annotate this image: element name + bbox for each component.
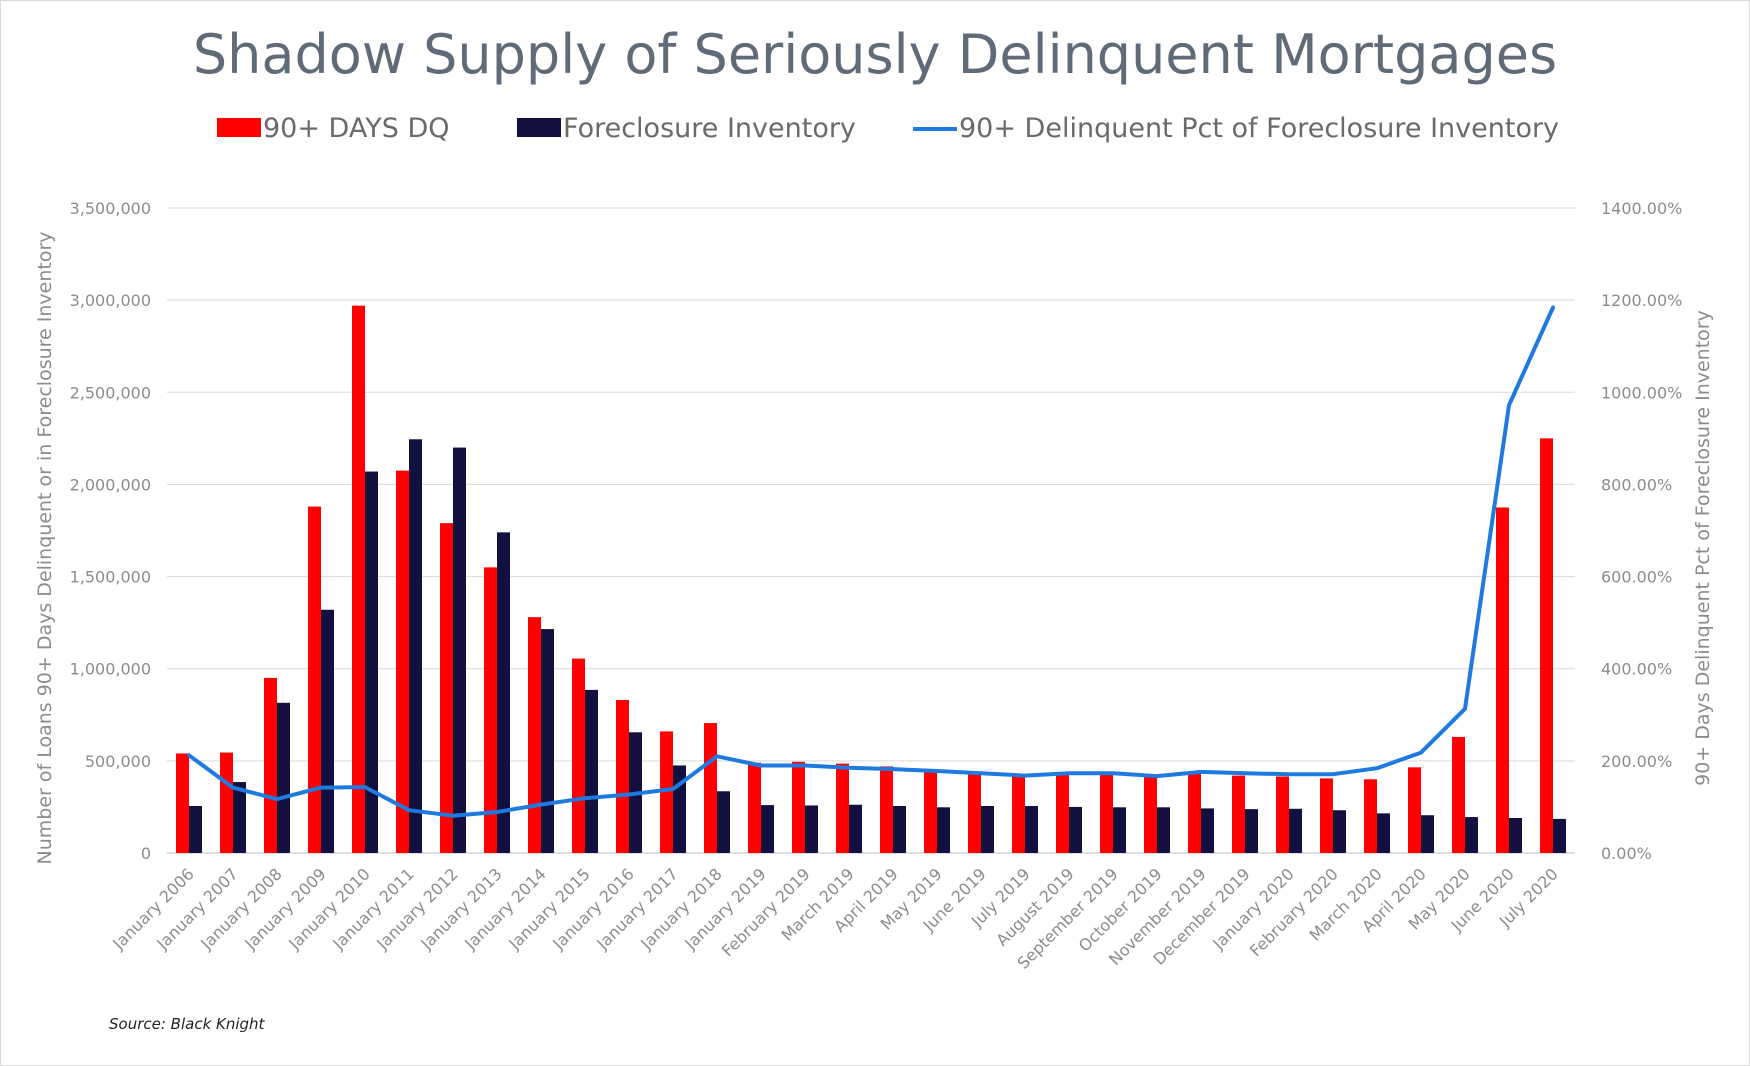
y-axis-right: 0.00% 200.00% 400.00% 600.00% 800.00% 1000.00…	[1601, 199, 1682, 863]
bar-foreclosure	[1025, 806, 1038, 853]
bar-foreclosure	[1157, 807, 1170, 853]
bar-foreclosure	[805, 805, 818, 853]
bar-foreclosure	[1113, 807, 1126, 853]
bar-foreclosure	[981, 806, 994, 853]
bar-dq	[880, 766, 893, 853]
bar-dq	[616, 700, 629, 853]
legend: 90+ DAYS DQ Foreclosure Inventory 90+ De…	[217, 113, 1559, 144]
y2-tick-label: 800.00%	[1601, 475, 1672, 494]
y2-tick-label: 1200.00%	[1601, 291, 1682, 310]
y-axis-left-label: Number of Loans 90+ Days Delinquent or i…	[34, 231, 56, 864]
bar-foreclosure	[761, 805, 774, 853]
bar-dq	[1452, 736, 1465, 853]
bar-foreclosure	[717, 791, 730, 853]
y-tick-label: 3,000,000	[70, 291, 151, 310]
y2-tick-label: 600.00%	[1601, 568, 1672, 587]
bar-foreclosure	[585, 689, 598, 853]
y2-tick-label: 200.00%	[1601, 752, 1672, 771]
bar-dq	[924, 770, 937, 853]
bar-foreclosure	[1289, 808, 1302, 853]
bar-foreclosure	[453, 447, 466, 853]
bar-foreclosure	[409, 439, 422, 853]
y-tick-label: 2,000,000	[70, 475, 151, 494]
bar-foreclosure	[277, 702, 290, 853]
bar-dq	[836, 763, 849, 853]
bar-dq	[660, 731, 673, 853]
bar-dq	[484, 567, 497, 853]
y-tick-label: 500,000	[85, 752, 151, 771]
bar-dq	[264, 677, 277, 853]
bar-dq	[396, 470, 409, 853]
bar-foreclosure	[233, 782, 246, 853]
bar-dq	[1012, 774, 1025, 853]
bar-foreclosure	[365, 471, 378, 853]
y2-tick-label: 1400.00%	[1601, 199, 1682, 218]
bar-dq	[1276, 776, 1289, 853]
bar-dq	[1540, 438, 1553, 853]
y2-tick-label: 400.00%	[1601, 660, 1672, 679]
bar-dq	[308, 506, 321, 853]
legend-label-pct: 90+ Delinquent Pct of Foreclosure Invent…	[959, 113, 1559, 144]
bar-dq	[704, 723, 717, 853]
legend-label-foreclosure: Foreclosure Inventory	[563, 113, 856, 144]
chart-title: Shadow Supply of Seriously Delinquent Mo…	[193, 23, 1557, 86]
y-axis-right-label: 90+ Days Delinquent Pct of Foreclosure I…	[1692, 310, 1714, 786]
bar-foreclosure	[1553, 818, 1566, 853]
bar-foreclosure	[1509, 817, 1522, 853]
y-tick-label: 2,500,000	[70, 383, 151, 402]
bar-dq	[352, 305, 365, 854]
bar-foreclosure	[1069, 806, 1082, 853]
bar-dq	[1144, 776, 1157, 853]
y-tick-label: 1,500,000	[70, 568, 151, 587]
bar-dq	[792, 761, 805, 853]
y2-tick-label: 0.00%	[1601, 844, 1652, 863]
bar-foreclosure	[497, 532, 510, 853]
bar-foreclosure	[849, 804, 862, 853]
bar-dq	[1364, 779, 1377, 853]
y2-tick-label: 1000.00%	[1601, 383, 1682, 402]
bar-foreclosure	[893, 806, 906, 853]
bar-dq	[748, 762, 761, 853]
bar-dq	[1408, 767, 1421, 853]
bar-dq	[1320, 778, 1333, 853]
bar-dq	[1188, 773, 1201, 853]
bar-foreclosure	[1421, 815, 1434, 853]
y-axis-left: 0 500,000 1,000,000 1,500,000 2,000,000 2,500…	[70, 199, 151, 863]
bar-dq	[440, 523, 453, 853]
bar-foreclosure	[1465, 817, 1478, 853]
bar-dq	[1100, 774, 1113, 853]
bar-foreclosure	[1333, 810, 1346, 853]
gridlines	[167, 207, 1575, 854]
bar-dq	[528, 617, 541, 853]
bars	[176, 305, 1566, 854]
y-tick-label: 0	[141, 844, 151, 863]
y-tick-label: 1,000,000	[70, 660, 151, 679]
y-tick-label: 3,500,000	[70, 199, 151, 218]
legend-label-dq: 90+ DAYS DQ	[263, 113, 450, 144]
bar-foreclosure	[1377, 813, 1390, 853]
bar-foreclosure	[541, 629, 554, 853]
bar-foreclosure	[321, 609, 334, 853]
legend-swatch-foreclosure	[517, 118, 561, 137]
bar-dq	[176, 753, 189, 853]
bar-dq	[1232, 775, 1245, 853]
bar-foreclosure	[1245, 809, 1258, 853]
bar-dq	[1496, 507, 1509, 853]
bar-dq	[1056, 774, 1069, 853]
bar-dq	[572, 658, 585, 853]
bar-dq	[220, 752, 233, 853]
source-note: Source: Black Knight	[109, 1015, 266, 1033]
bar-foreclosure	[189, 806, 202, 853]
legend-swatch-dq	[217, 118, 261, 137]
bar-foreclosure	[937, 807, 950, 853]
pct-line-series	[187, 305, 1555, 818]
bar-foreclosure	[1201, 808, 1214, 853]
pct-line	[187, 305, 1555, 818]
bar-dq	[968, 772, 981, 853]
